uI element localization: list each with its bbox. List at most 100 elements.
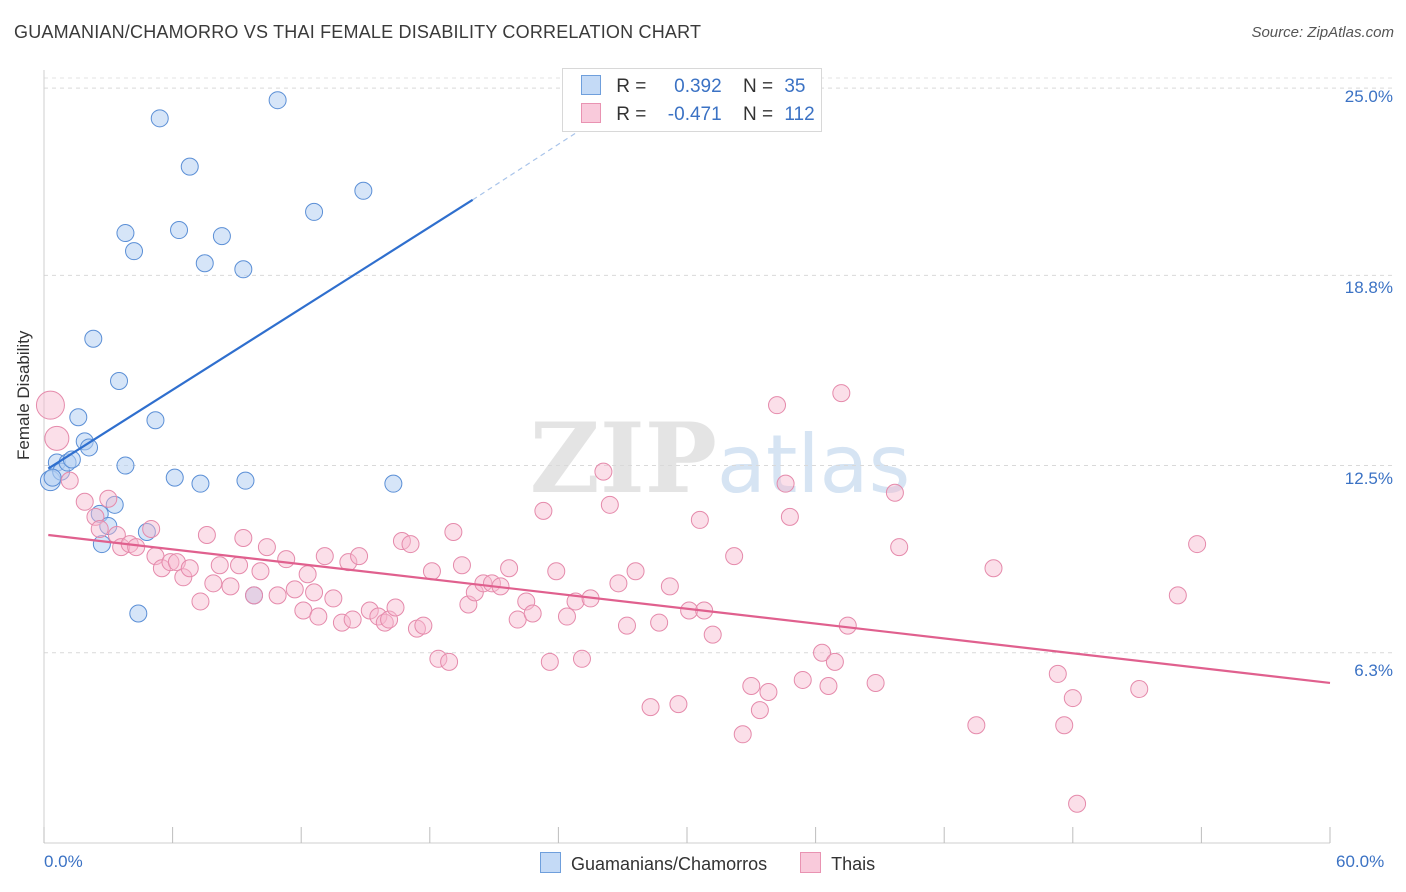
thai-point [210, 556, 229, 575]
thai-point [285, 580, 304, 599]
guamanian-point [384, 474, 403, 493]
legend-swatch-blue [540, 852, 561, 873]
thai-point [127, 538, 146, 557]
guamanian-point [195, 254, 214, 273]
thai-point [832, 384, 851, 403]
thai-point [422, 562, 441, 581]
thai-point [750, 701, 769, 720]
thai-point [725, 547, 744, 566]
legend-item-guamanians[interactable]: Guamanians/Chamorros [540, 852, 767, 875]
r-value: 0.392 [674, 76, 722, 97]
watermark: ZIPatlas [530, 402, 911, 515]
y-tick-label: 12.5% [1344, 469, 1393, 488]
thai-point [245, 586, 264, 605]
thai-point [309, 607, 328, 626]
thai-point [161, 553, 180, 572]
thai-point [180, 559, 199, 578]
guamanian-point [165, 468, 184, 487]
thai-point [1130, 680, 1149, 699]
thai-point [500, 559, 519, 578]
n-label: N = [742, 76, 774, 97]
guamanian-point [69, 408, 88, 427]
thai-point [401, 535, 420, 554]
thai-point [776, 474, 795, 493]
guamanian-point [129, 604, 148, 623]
thai-point [1188, 535, 1207, 554]
thai-point [703, 625, 722, 644]
thai-point [44, 425, 70, 451]
y-tick-label: 6.3% [1354, 661, 1393, 680]
y-tick-label: 25.0% [1344, 87, 1393, 106]
thai-point [444, 522, 463, 541]
thai-point [386, 598, 405, 617]
thai-point [277, 550, 296, 569]
thai-point [594, 462, 613, 481]
thai-point [191, 592, 210, 611]
thai-point [557, 607, 576, 626]
guamanian-point [236, 471, 255, 490]
thai-point [324, 589, 343, 608]
thai-point [523, 604, 542, 623]
guamanian-point [170, 221, 189, 240]
thai-point [452, 556, 471, 575]
thai-point [305, 583, 324, 602]
legend-item-thais[interactable]: Thais [800, 852, 875, 875]
thai-point [600, 495, 619, 514]
thai-point [268, 586, 287, 605]
guamanian-point [268, 91, 287, 110]
guamanian-point [43, 468, 62, 487]
thai-point [197, 526, 216, 545]
thai-point [294, 601, 313, 620]
thai-point [350, 547, 369, 566]
thai-point [414, 616, 433, 635]
thai-point [534, 501, 553, 520]
r-label: R = [616, 104, 647, 125]
guamanian-point [125, 242, 144, 261]
guamanian-point [84, 329, 103, 348]
legend-swatch-blue [581, 75, 601, 95]
thai-point [1063, 689, 1082, 708]
n-label: N = [742, 104, 774, 125]
thai-point [86, 507, 105, 526]
thai-point [984, 559, 1003, 578]
thai-point [742, 676, 761, 695]
thai-point [221, 577, 240, 596]
thai-point [440, 652, 459, 671]
r-label: R = [616, 76, 647, 97]
thai-point [768, 396, 787, 415]
thai-point [866, 673, 885, 692]
thai-point [890, 538, 909, 557]
thai-point [609, 574, 628, 593]
thai-point [332, 613, 351, 632]
thai-point [1168, 586, 1187, 605]
thai-point [174, 568, 193, 587]
y-tick-label: 18.8% [1344, 278, 1393, 297]
guamanian-point [146, 411, 165, 430]
thai-point [650, 613, 669, 632]
source-label: Source: ZipAtlas.com [1251, 24, 1394, 41]
guamanian-point [212, 227, 231, 246]
thai-point [813, 643, 832, 662]
thai-point [90, 519, 109, 538]
thai-trend-line [48, 533, 1331, 685]
stats-legend: R = 0.392 N = 35 R = -0.471 N = 112 [562, 68, 822, 132]
guamanian-point [305, 202, 324, 221]
thai-point [641, 698, 660, 717]
thai-point [234, 529, 253, 548]
thai-point [547, 562, 566, 581]
x-tick-label-min: 0.0% [44, 852, 83, 871]
thai-point [626, 562, 645, 581]
thai-point [230, 556, 249, 575]
thai-point [690, 510, 709, 529]
guamanian-point [92, 535, 111, 554]
thai-point [75, 492, 94, 511]
guamanian-point [180, 157, 199, 176]
thai-point [99, 489, 118, 508]
thai-point [1068, 794, 1087, 813]
thai-point [967, 716, 986, 735]
guamanian-trend-extension [472, 129, 581, 201]
thai-point [343, 610, 362, 629]
legend-swatch-pink [581, 103, 601, 123]
guamanian-trend-line [47, 198, 474, 470]
